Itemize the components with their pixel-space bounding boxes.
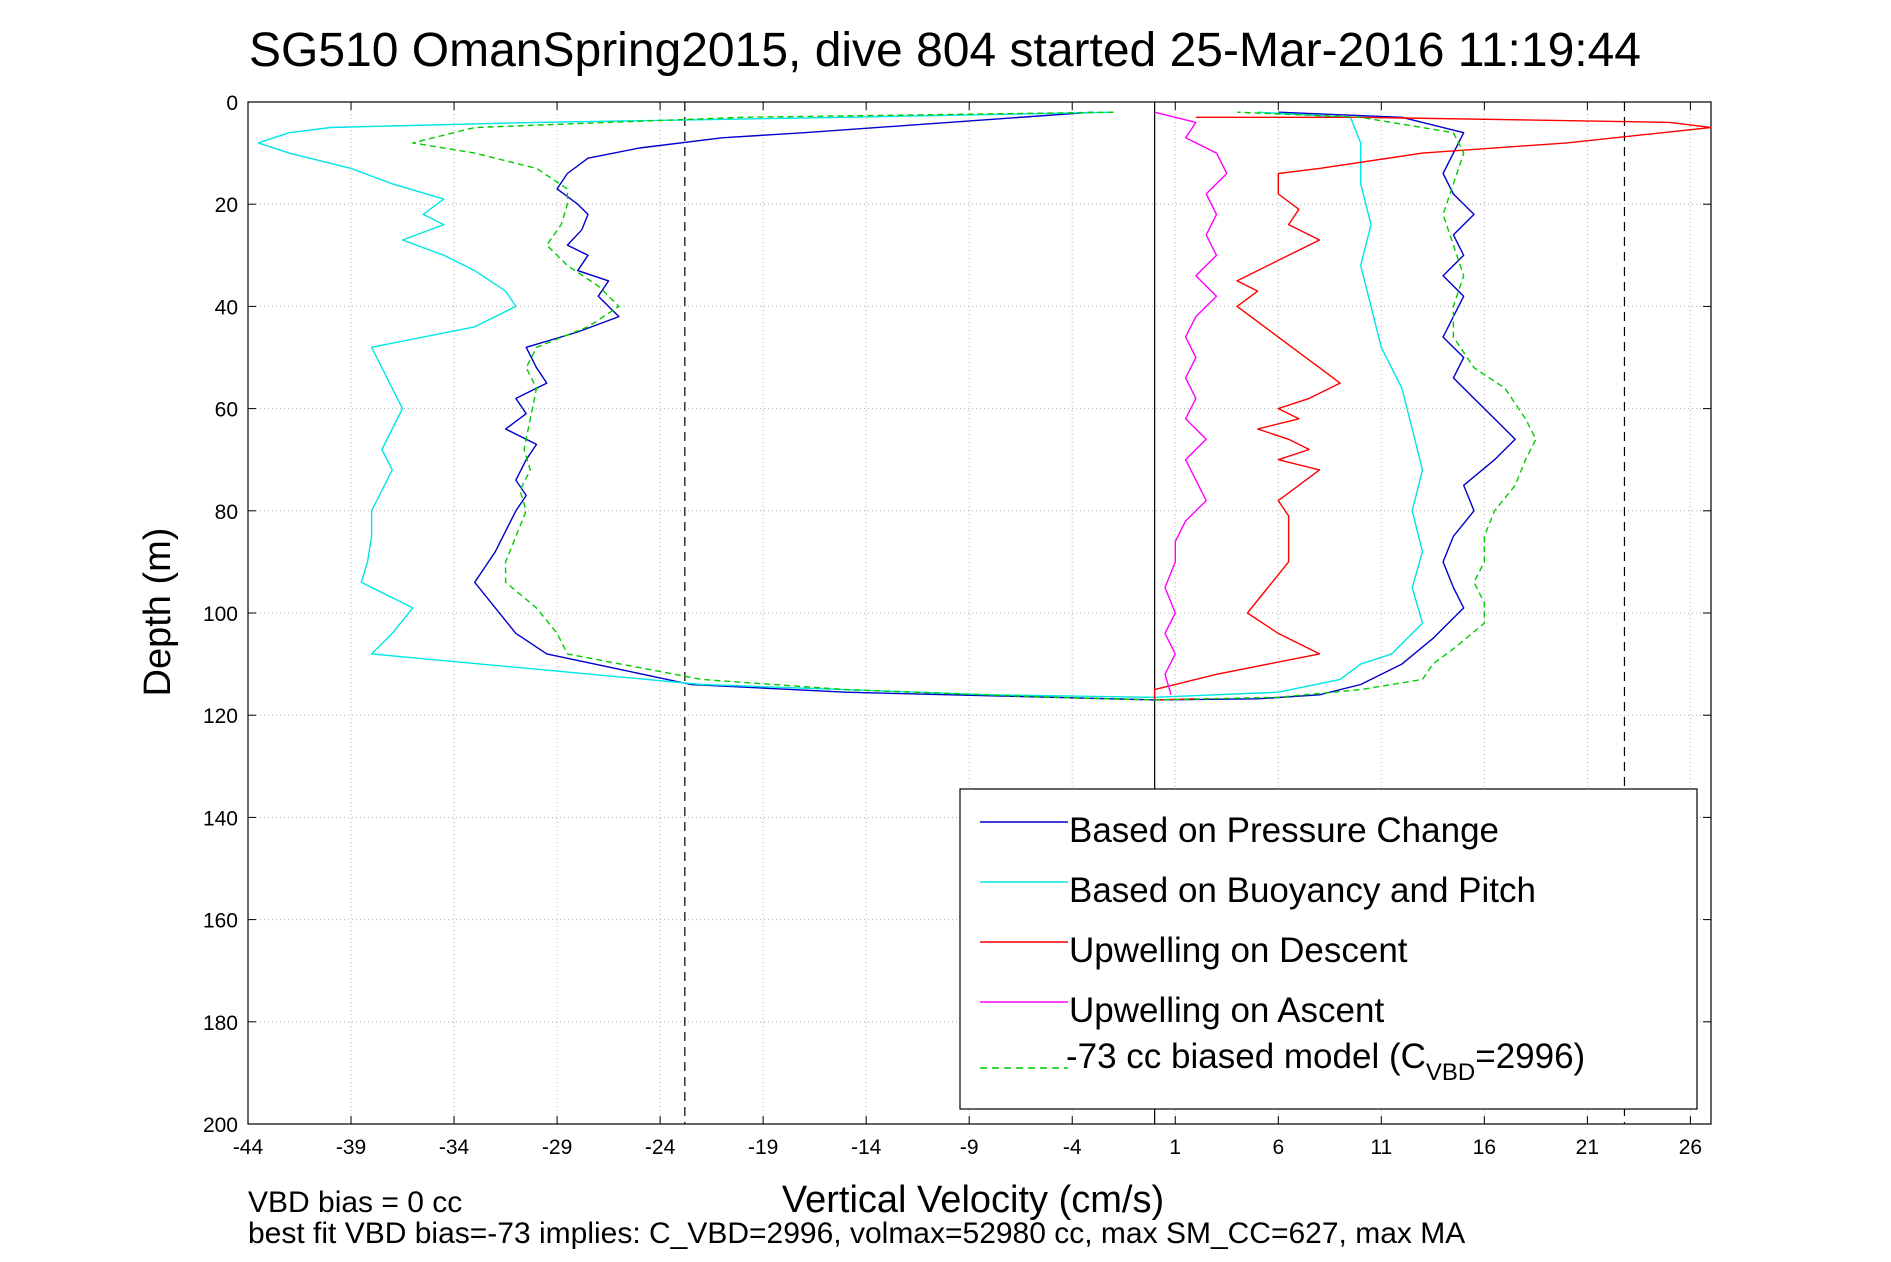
y-tick-label: 200 — [203, 1114, 238, 1137]
x-tick-label: -24 — [645, 1136, 676, 1159]
x-tick-label: -39 — [336, 1136, 366, 1159]
buoyancy-pitch-line — [257, 111, 1424, 698]
legend-label-buoyancy: Based on Buoyancy and Pitch — [1069, 871, 1536, 910]
x-tick-label: -19 — [748, 1136, 778, 1159]
x-tick-label: -34 — [439, 1136, 470, 1159]
y-axis-label: Depth (m) — [137, 528, 179, 697]
legend-label-model: -73 cc biased model (CVBD=2996) — [1066, 1037, 1585, 1086]
legend: Based on Pressure Change Based on Buoyan… — [959, 788, 1698, 1110]
x-tick-label: 21 — [1576, 1136, 1599, 1159]
upwelling-ascent-line — [1154, 111, 1228, 695]
y-tick-label: 0 — [226, 92, 238, 115]
y-tick-label: 180 — [203, 1012, 238, 1035]
x-tick-label: 26 — [1679, 1136, 1702, 1159]
note-best-fit: best fit VBD bias=-73 implies: C_VBD=299… — [248, 1217, 1465, 1250]
y-tick-label: 80 — [215, 501, 238, 524]
x-tick-label: 11 — [1370, 1136, 1392, 1159]
legend-box — [959, 788, 1698, 1110]
y-tick-label: 120 — [203, 705, 238, 728]
x-tick-label: -9 — [960, 1136, 979, 1159]
y-tick-label: 20 — [215, 194, 238, 217]
x-tick-label: -29 — [542, 1136, 572, 1159]
x-tick-label: 6 — [1272, 1136, 1284, 1159]
legend-label-descent: Upwelling on Descent — [1069, 931, 1408, 970]
y-tick-label: 100 — [203, 603, 238, 626]
x-tick-label: -44 — [233, 1136, 264, 1159]
x-tick-label: 16 — [1473, 1136, 1496, 1159]
legend-model-sub: VBD — [1426, 1059, 1475, 1086]
pressure-change-line — [474, 111, 1516, 701]
y-tick-label: 140 — [203, 807, 238, 830]
upwelling-descent-line — [1153, 116, 1712, 701]
y-tick-label: 40 — [215, 296, 238, 319]
legend-model-main: -73 cc biased model (C — [1066, 1037, 1426, 1076]
y-tick-label: 160 — [203, 910, 238, 933]
note-vbd-bias: VBD bias = 0 cc — [248, 1186, 462, 1219]
biased-model-line — [412, 111, 1537, 701]
plot-area: -44 -39 -34 -29 -24 -19 -14 -9 -4 1 6 11 16 21 2602040… — [203, 92, 1712, 1159]
legend-model-tail: =2996) — [1475, 1037, 1585, 1076]
x-axis-label: Vertical Velocity (cm/s) — [782, 1179, 1164, 1221]
x-tick-label: 1 — [1169, 1136, 1181, 1159]
y-tick-label: 60 — [215, 399, 238, 422]
chart-title: SG510 OmanSpring2015, dive 804 started 2… — [249, 24, 1641, 77]
legend-label-pressure: Based on Pressure Change — [1069, 811, 1499, 850]
legend-label-ascent: Upwelling on Ascent — [1069, 991, 1384, 1030]
x-tick-label: -4 — [1063, 1136, 1082, 1159]
x-tick-label: -14 — [851, 1136, 882, 1159]
